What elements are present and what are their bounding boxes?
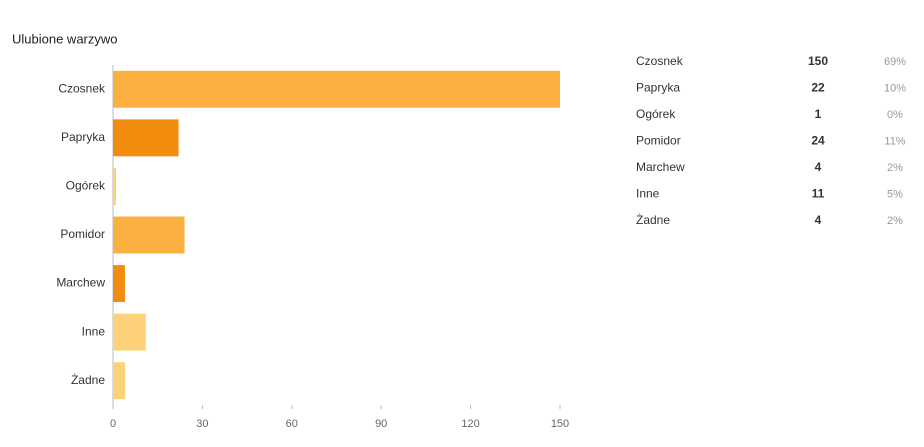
bar xyxy=(113,167,116,205)
y-tick-label: Żadne xyxy=(71,373,105,387)
y-tick-label: Czosnek xyxy=(58,81,106,95)
x-tick-label: 90 xyxy=(375,418,387,430)
table-count: 4 xyxy=(815,160,822,174)
table-percent: 0% xyxy=(887,109,903,121)
table-percent: 10% xyxy=(884,82,906,94)
bar xyxy=(113,119,179,157)
table-count: 22 xyxy=(811,81,825,95)
chart-title: Ulubione warzywo xyxy=(12,31,118,46)
bar xyxy=(113,265,125,303)
bar xyxy=(113,313,146,351)
table-label: Żadne xyxy=(636,213,670,227)
table-label: Inne xyxy=(636,187,660,201)
table-count: 24 xyxy=(811,134,825,148)
x-tick-label: 60 xyxy=(286,418,298,430)
table-label: Ogórek xyxy=(636,107,676,121)
table-count: 1 xyxy=(815,107,822,121)
table-percent: 2% xyxy=(887,215,903,227)
table-label: Marchew xyxy=(636,160,685,174)
table-percent: 69% xyxy=(884,56,906,68)
x-tick-label: 0 xyxy=(110,418,116,430)
table-percent: 2% xyxy=(887,162,903,174)
y-tick-label: Marchew xyxy=(56,276,105,290)
table-percent: 11% xyxy=(884,135,905,147)
table-label: Papryka xyxy=(636,81,680,95)
table-count: 11 xyxy=(812,187,825,201)
table-label: Pomidor xyxy=(636,134,681,148)
x-tick-label: 30 xyxy=(196,418,208,430)
y-tick-label: Papryka xyxy=(61,130,105,144)
table-label: Czosnek xyxy=(636,54,684,68)
bar xyxy=(113,216,185,254)
y-tick-label: Pomidor xyxy=(60,227,105,241)
y-tick-label: Ogórek xyxy=(66,179,106,193)
table-count: 150 xyxy=(808,54,828,68)
x-tick-label: 150 xyxy=(551,418,569,430)
bar xyxy=(113,70,560,108)
table-percent: 5% xyxy=(887,188,903,200)
x-tick-label: 120 xyxy=(461,418,479,430)
table-count: 4 xyxy=(815,213,822,227)
y-tick-label: Inne xyxy=(82,324,106,338)
bar xyxy=(113,362,125,400)
